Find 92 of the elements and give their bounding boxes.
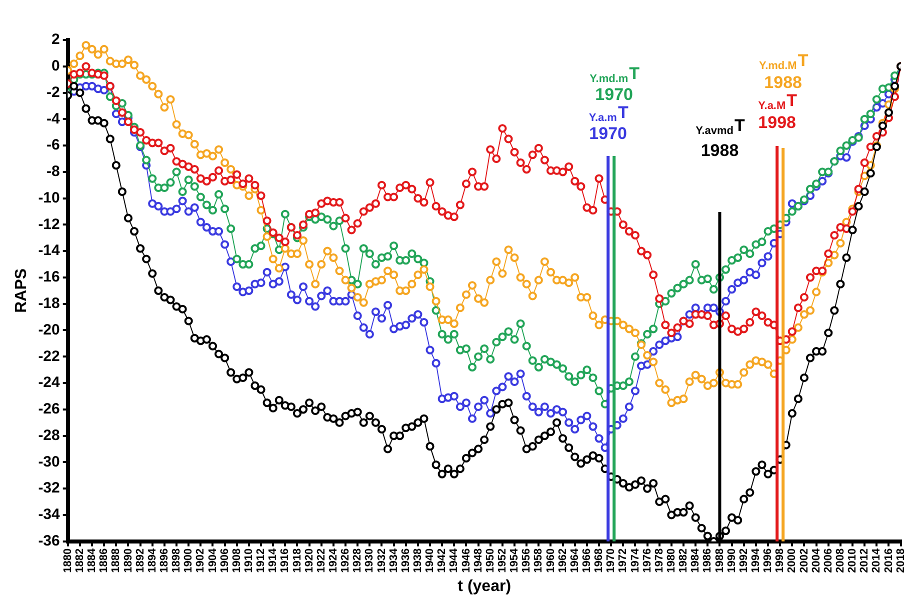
x-tick-label: 1968	[593, 548, 606, 573]
x-axis-title: t (year)	[458, 578, 512, 595]
x-tick-label: 1964	[568, 547, 581, 573]
x-tick-label: 1904	[206, 547, 219, 573]
x-tick-label: 1946	[460, 548, 472, 573]
x-tick-label: 1984	[690, 547, 702, 573]
x-tick-label: 1958	[532, 548, 545, 573]
y-tick-label: -34	[38, 506, 61, 524]
x-tick-label: 1956	[520, 548, 533, 573]
x-tick-label: 1908	[230, 548, 243, 573]
x-tick-label: 2016	[882, 548, 895, 573]
x-tick-label: 2008	[834, 548, 846, 573]
x-tick-label: 1992	[738, 548, 750, 573]
x-tick-label: 1962	[556, 548, 569, 573]
x-tick-label: 1950	[484, 548, 496, 573]
x-tick-label: 1988	[714, 548, 726, 573]
x-tick-label: 2006	[822, 548, 834, 573]
x-tick-label: 1884	[86, 547, 98, 573]
x-tick-label: 1960	[544, 548, 557, 573]
x-tick-label: 1940	[424, 548, 436, 573]
x-tick-label: 1920	[303, 548, 316, 573]
x-tick-label: 1890	[122, 548, 134, 573]
x-tick-label: 1916	[279, 548, 292, 573]
x-tick-label: 2004	[810, 547, 822, 573]
y-tick-label: -6	[46, 136, 60, 154]
y-tick-label: -12	[38, 216, 60, 233]
x-tick-label: 2012	[858, 548, 871, 573]
x-tick-label: 1892	[134, 548, 146, 573]
x-tick-label: 1912	[255, 548, 268, 573]
y-tick-label: -20	[38, 321, 60, 338]
x-tick-label: 1930	[364, 548, 376, 573]
x-tick-label: 1932	[376, 548, 388, 573]
y-tick-label: -36	[38, 532, 60, 550]
y-tick-label: -30	[38, 453, 60, 470]
x-tick-label: 1906	[218, 548, 231, 573]
x-tick-label: 1902	[194, 548, 207, 573]
y-tick-label: -32	[38, 480, 60, 497]
x-tick-label: 2000	[786, 548, 798, 573]
x-tick-label: 1888	[110, 548, 122, 573]
x-tick-label: 1898	[170, 548, 183, 573]
x-tick-label: 1914	[267, 547, 280, 573]
x-tick-label: 1910	[242, 548, 255, 573]
x-tick-label: 1990	[726, 548, 738, 573]
x-tick-label: 1972	[617, 548, 630, 573]
y-tick-label: -24	[38, 374, 61, 392]
x-tick-label: 1922	[315, 548, 328, 573]
x-tick-label: 1966	[580, 548, 593, 573]
x-tick-label: 1980	[665, 548, 678, 573]
y-tick-label: -14	[38, 242, 61, 260]
x-tick-label: 1880	[62, 548, 74, 573]
x-tick-label: 1948	[472, 548, 484, 573]
x-tick-label: 1896	[158, 548, 170, 573]
x-tick-label: 1928	[352, 548, 364, 573]
x-tick-label: 1918	[291, 548, 304, 573]
x-tick-label: 1942	[436, 548, 448, 573]
x-tick-label: 1996	[762, 548, 774, 573]
x-tick-label: 2018	[894, 548, 907, 573]
x-tick-label: 1894	[146, 547, 158, 573]
y-tick-label: -22	[38, 348, 60, 365]
y-tick-label: -4	[46, 110, 61, 128]
y-tick-label: -26	[38, 400, 60, 418]
x-tick-label: 1978	[653, 548, 666, 573]
x-tick-label: 1886	[98, 548, 110, 573]
y-tick-label: -28	[38, 426, 60, 444]
x-tick-label: 1970	[605, 548, 618, 573]
y-tick-label: -10	[38, 189, 60, 206]
x-tick-label: 1900	[182, 548, 195, 573]
x-tick-label: 1952	[496, 548, 508, 573]
x-tick-label: 2002	[798, 548, 810, 573]
y-tick-label: 0	[52, 58, 60, 75]
x-tick-label: 1954	[508, 547, 521, 573]
y-tick-label: -2	[46, 84, 60, 101]
y-tick-label: -18	[38, 295, 60, 312]
x-tick-label: 1944	[448, 547, 460, 573]
x-tick-label: 1924	[327, 547, 340, 573]
y-tick-label: -16	[38, 268, 60, 286]
x-tick-label: 1926	[340, 548, 352, 573]
x-tick-label: 1934	[388, 547, 400, 573]
x-tick-label: 1974	[629, 547, 642, 573]
x-tick-label: 2014	[870, 547, 883, 573]
x-tick-label: 2010	[846, 548, 859, 573]
y-axis-title: RAPS	[13, 268, 30, 313]
x-tick-label: 1986	[702, 548, 714, 573]
x-tick-label: 1976	[641, 548, 654, 573]
x-tick-label: 1938	[412, 548, 424, 573]
x-tick-label: 1998	[774, 548, 786, 573]
x-tick-label: 1982	[678, 548, 690, 573]
x-tick-label: 1994	[750, 547, 762, 573]
x-tick-label: 1882	[74, 548, 86, 573]
y-tick-label: 2	[52, 31, 60, 48]
y-tick-label: -8	[46, 163, 60, 180]
x-tick-label: 1936	[400, 548, 412, 573]
